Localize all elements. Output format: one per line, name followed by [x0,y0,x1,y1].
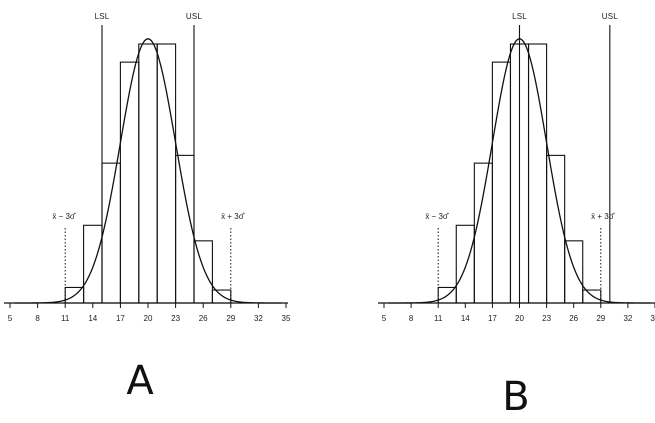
upper-3sigma-label: x̄ + 3σ̂ [221,212,246,221]
histogram-bar [546,154,566,304]
x-tick-label: 35 [282,314,291,323]
x-tick-label: 26 [569,314,578,323]
histogram-bar [527,43,548,304]
histogram-bar [582,289,602,304]
x-tick-label: 20 [515,314,524,323]
x-tick-label: 14 [88,314,97,323]
normal-curve [14,38,282,304]
histogram-bar [491,61,512,304]
upper-3sigma-label: x̄ + 3σ̂ [591,212,616,221]
x-tick-label: 35 [651,314,655,323]
x-tick-label: 23 [542,314,551,323]
lower-3sigma-label: x̄ − 3σ̂ [425,212,450,221]
lower-3sigma-label: x̄ − 3σ̂ [52,212,77,221]
histogram-bar [564,240,584,304]
x-tick-label: 11 [61,314,70,323]
histogram-bar [119,61,140,304]
lsl-label: LSL [95,12,110,21]
usl-label: USL [602,12,619,21]
histogram-bar [83,224,103,304]
usl-label: USL [186,12,203,21]
histogram-bar [455,224,475,304]
lsl-label: LSL [512,12,527,21]
x-tick-label: 8 [35,314,40,323]
histogram-bar [156,43,177,304]
histogram-bar [175,154,195,304]
x-tick-label: 20 [144,314,153,323]
x-tick-label: 5 [382,314,387,323]
x-tick-label: 32 [623,314,632,323]
x-tick-label: 32 [254,314,263,323]
x-tick-label: 8 [409,314,414,323]
panel-b: 5 8 11 14 17 20 23 26 29 32 35 LSL USL x̄ − 3σ̂ x̄ + 3… [378,12,655,420]
x-tick-label: 23 [171,314,180,323]
panel-letter: A [126,358,154,404]
x-tick-label: 17 [488,314,497,323]
x-tick-label: 11 [434,314,443,323]
histogram-bar [473,162,493,304]
x-tick-label: 5 [8,314,13,323]
x-tick-label: 14 [461,314,470,323]
histogram-bar [193,240,213,304]
histogram-bar [211,289,232,304]
panel-letter: B [502,374,529,418]
panel-a: 5 8 11 14 17 20 23 26 29 32 35 LSL USL x̄ − 3σ̂ x̄ + 3… [4,12,291,404]
x-tick-label: 26 [199,314,208,323]
histogram-bar [101,162,121,304]
x-tick-label: 17 [116,314,125,323]
histogram-bar [138,43,158,304]
x-tick-label: 29 [596,314,605,323]
x-tick-label: 29 [226,314,235,323]
